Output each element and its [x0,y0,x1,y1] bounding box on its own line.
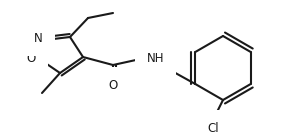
Text: O: O [27,52,36,65]
Text: NH: NH [147,52,164,65]
Text: Cl: Cl [207,122,219,135]
Text: O: O [108,79,118,92]
Text: N: N [34,32,43,45]
